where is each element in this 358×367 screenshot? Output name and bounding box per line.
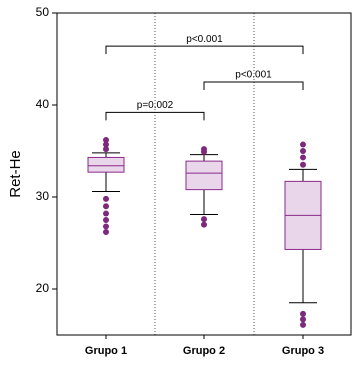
significance-bracket <box>105 45 304 55</box>
outlier <box>300 161 306 168</box>
outlier <box>103 217 109 223</box>
x-tick-label: Grupo 3 <box>282 345 324 357</box>
outlier <box>103 141 109 148</box>
significance-bracket <box>105 111 205 121</box>
y-tick-label: 50 <box>36 5 50 19</box>
x-tick-label: Grupo 2 <box>183 345 225 357</box>
outlier <box>103 210 109 217</box>
y-tick-label: 30 <box>36 189 50 203</box>
y-axis-label: Ret-He <box>7 150 24 198</box>
y-tick-label: 20 <box>36 281 50 295</box>
y-tick-label: 40 <box>36 97 50 111</box>
box <box>185 160 223 191</box>
outlier <box>300 148 306 154</box>
outlier <box>300 316 306 323</box>
outlier <box>300 321 306 328</box>
outlier <box>103 136 109 143</box>
outlier <box>103 223 109 230</box>
outlier <box>103 203 109 210</box>
outlier <box>201 148 207 155</box>
outlier <box>103 195 109 202</box>
outlier <box>103 228 109 235</box>
significance-label: p=0.002 <box>137 100 174 111</box>
significance-bracket <box>203 81 304 90</box>
significance-label: p<0.001 <box>186 34 223 45</box>
outlier <box>103 146 109 153</box>
outlier <box>300 141 306 148</box>
box <box>87 156 125 173</box>
outlier <box>201 221 207 228</box>
significance-label: p<0.001 <box>235 70 272 81</box>
outlier <box>300 154 306 161</box>
outlier <box>300 310 306 317</box>
x-tick-label: Grupo 1 <box>85 345 127 357</box>
outlier <box>201 216 207 223</box>
